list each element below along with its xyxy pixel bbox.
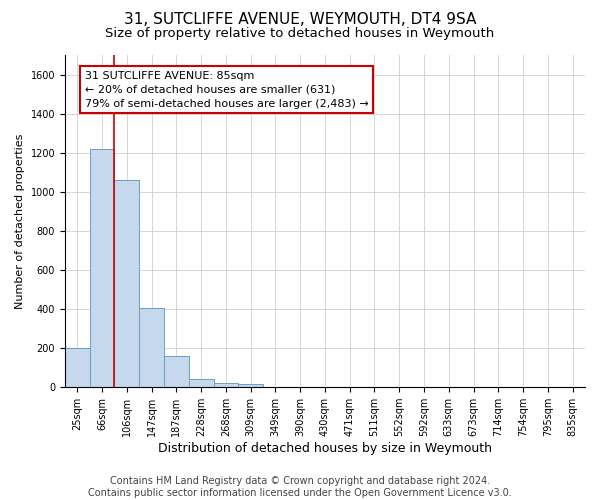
- Text: 31, SUTCLIFFE AVENUE, WEYMOUTH, DT4 9SA: 31, SUTCLIFFE AVENUE, WEYMOUTH, DT4 9SA: [124, 12, 476, 28]
- Bar: [164, 356, 189, 387]
- Y-axis label: Number of detached properties: Number of detached properties: [15, 134, 25, 309]
- Bar: [238, 384, 263, 387]
- Text: 31 SUTCLIFFE AVENUE: 85sqm
← 20% of detached houses are smaller (631)
79% of sem: 31 SUTCLIFFE AVENUE: 85sqm ← 20% of deta…: [85, 70, 368, 108]
- Bar: [89, 149, 115, 387]
- Text: Size of property relative to detached houses in Weymouth: Size of property relative to detached ho…: [106, 28, 494, 40]
- Bar: [115, 180, 139, 387]
- Bar: [139, 308, 164, 387]
- Bar: [189, 380, 214, 387]
- Bar: [214, 384, 238, 387]
- X-axis label: Distribution of detached houses by size in Weymouth: Distribution of detached houses by size …: [158, 442, 492, 455]
- Bar: [65, 348, 89, 387]
- Text: Contains HM Land Registry data © Crown copyright and database right 2024.
Contai: Contains HM Land Registry data © Crown c…: [88, 476, 512, 498]
